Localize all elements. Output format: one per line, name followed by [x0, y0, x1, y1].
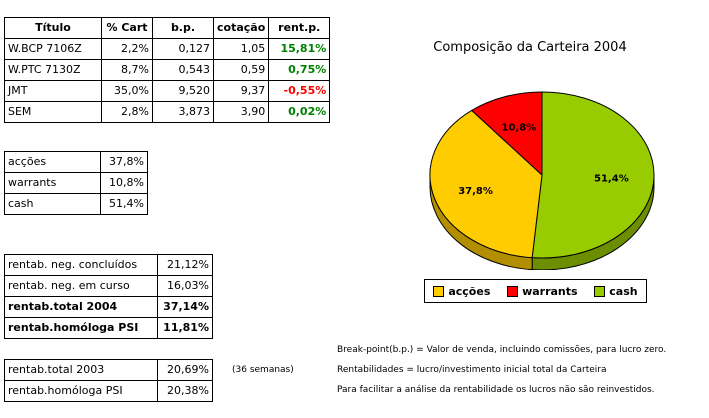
- history-row: rentab.total 2003 20,69%: [4, 359, 213, 381]
- returns-label: rentab. neg. em curso: [4, 275, 158, 297]
- composition-value: 51,4%: [100, 193, 148, 215]
- portfolio-row: W.BCP 7106Z 2,2% 0,127 1,05 15,81%: [4, 38, 331, 60]
- portfolio-rent-cell: 0,75%: [268, 59, 331, 81]
- history-value: 20,38%: [157, 380, 213, 402]
- portfolio-titulo-cell: JMT: [4, 80, 102, 102]
- portfolio-titulo-cell: SEM: [4, 101, 102, 123]
- history-table: rentab.total 2003 20,69% rentab.homóloga P…: [4, 359, 213, 402]
- legend-swatch: [433, 285, 445, 297]
- composition-row: acções 37,8%: [4, 151, 148, 173]
- portfolio-bp-cell: 0,543: [152, 59, 214, 81]
- composition-value: 10,8%: [100, 172, 148, 194]
- legend-label: warrants: [522, 284, 578, 298]
- note-break-point: Break-point(b.p.) = Valor de venda, incl…: [337, 345, 667, 355]
- composition-row: cash 51,4%: [4, 193, 148, 215]
- composition-row: warrants 10,8%: [4, 172, 148, 194]
- returns-row: rentab.homóloga PSI 11,81%: [4, 317, 213, 339]
- portfolio-bp-cell: 3,873: [152, 101, 214, 123]
- legend-item-acções: acções: [433, 285, 490, 298]
- composition-label: warrants: [4, 172, 101, 194]
- chart-legend: acções warrants cash: [424, 279, 647, 303]
- legend-item-warrants: warrants: [507, 285, 578, 298]
- pie-slice-warrants: [470, 91, 543, 177]
- pie-chart: 51,4% 37,8% 10,8%: [429, 91, 655, 270]
- history-row: rentab.homóloga PSI 20,38%: [4, 380, 213, 402]
- returns-value: 21,12%: [157, 254, 213, 276]
- header-titulo: Título: [4, 17, 102, 39]
- pie-label-cash: 51,4%: [594, 173, 629, 184]
- legend-label: acções: [448, 284, 491, 298]
- returns-row: rentab. neg. concluídos 21,12%: [4, 254, 213, 276]
- history-value: 20,69%: [157, 359, 213, 381]
- returns-label: rentab. neg. concluídos: [4, 254, 158, 276]
- legend-swatch: [507, 285, 519, 297]
- portfolio-rent-cell: -0,55%: [268, 80, 331, 102]
- portfolio-rent-cell: 0,02%: [268, 101, 331, 123]
- pie-slice-cash: [531, 91, 655, 259]
- portfolio-rent-cell: 15,81%: [268, 38, 331, 60]
- header-cart: % Cart: [101, 17, 153, 39]
- returns-label: rentab.total 2004: [4, 296, 158, 318]
- history-label: rentab.total 2003: [4, 359, 158, 381]
- portfolio-cart-cell: 2,2%: [101, 38, 153, 60]
- returns-value: 37,14%: [157, 296, 213, 318]
- legend-swatch: [594, 285, 606, 297]
- pie-slice-acções: [429, 109, 543, 259]
- portfolio-row: JMT 35,0% 9,520 9,37 -0,55%: [4, 80, 331, 102]
- portfolio-table: Título % Cart b.p. cotação rent.p. W.BCP…: [4, 17, 331, 123]
- legend-label: cash: [609, 284, 638, 298]
- portfolio-cotacao-cell: 1,05: [212, 38, 270, 60]
- portfolio-cotacao-cell: 3,90: [212, 101, 270, 123]
- portfolio-header-row: Título % Cart b.p. cotação rent.p.: [4, 17, 331, 39]
- portfolio-titulo-cell: W.PTC 7130Z: [4, 59, 102, 81]
- returns-row: rentab. neg. em curso 16,03%: [4, 275, 213, 297]
- header-cotacao: cotação: [212, 17, 270, 39]
- composition-value: 37,8%: [100, 151, 148, 173]
- composition-label: acções: [4, 151, 101, 173]
- returns-value: 11,81%: [157, 317, 213, 339]
- note-rentabilidades: Rentabilidades = lucro/investimento inic…: [337, 365, 607, 375]
- header-bp: b.p.: [152, 17, 214, 39]
- portfolio-cotacao-cell: 0,59: [212, 59, 270, 81]
- chart-title: Composição da Carteira 2004: [433, 40, 627, 55]
- portfolio-cotacao-cell: 9,37: [212, 80, 270, 102]
- returns-label: rentab.homóloga PSI: [4, 317, 158, 339]
- pie-label-acções: 37,8%: [458, 186, 493, 197]
- history-label: rentab.homóloga PSI: [4, 380, 158, 402]
- legend-item-cash: cash: [594, 284, 638, 298]
- portfolio-row: W.PTC 7130Z 8,7% 0,543 0,59 0,75%: [4, 59, 331, 81]
- composition-table: acções 37,8% warrants 10,8% cash 51,4%: [4, 151, 148, 215]
- weeks-note: (36 semanas): [232, 365, 294, 375]
- returns-row: rentab.total 2004 37,14%: [4, 296, 213, 318]
- portfolio-row: SEM 2,8% 3,873 3,90 0,02%: [4, 101, 331, 123]
- note-reinvest: Para facilitar a análise da rentabilidad…: [337, 385, 655, 395]
- portfolio-titulo-cell: W.BCP 7106Z: [4, 38, 102, 60]
- composition-label: cash: [4, 193, 101, 215]
- portfolio-cart-cell: 8,7%: [101, 59, 153, 81]
- returns-value: 16,03%: [157, 275, 213, 297]
- pie-label-warrants: 10,8%: [502, 122, 537, 133]
- portfolio-bp-cell: 9,520: [152, 80, 214, 102]
- portfolio-cart-cell: 35,0%: [101, 80, 153, 102]
- returns-table: rentab. neg. concluídos 21,12% rentab. neg…: [4, 254, 213, 339]
- portfolio-bp-cell: 0,127: [152, 38, 214, 60]
- portfolio-cart-cell: 2,8%: [101, 101, 153, 123]
- header-rent: rent.p.: [268, 17, 331, 39]
